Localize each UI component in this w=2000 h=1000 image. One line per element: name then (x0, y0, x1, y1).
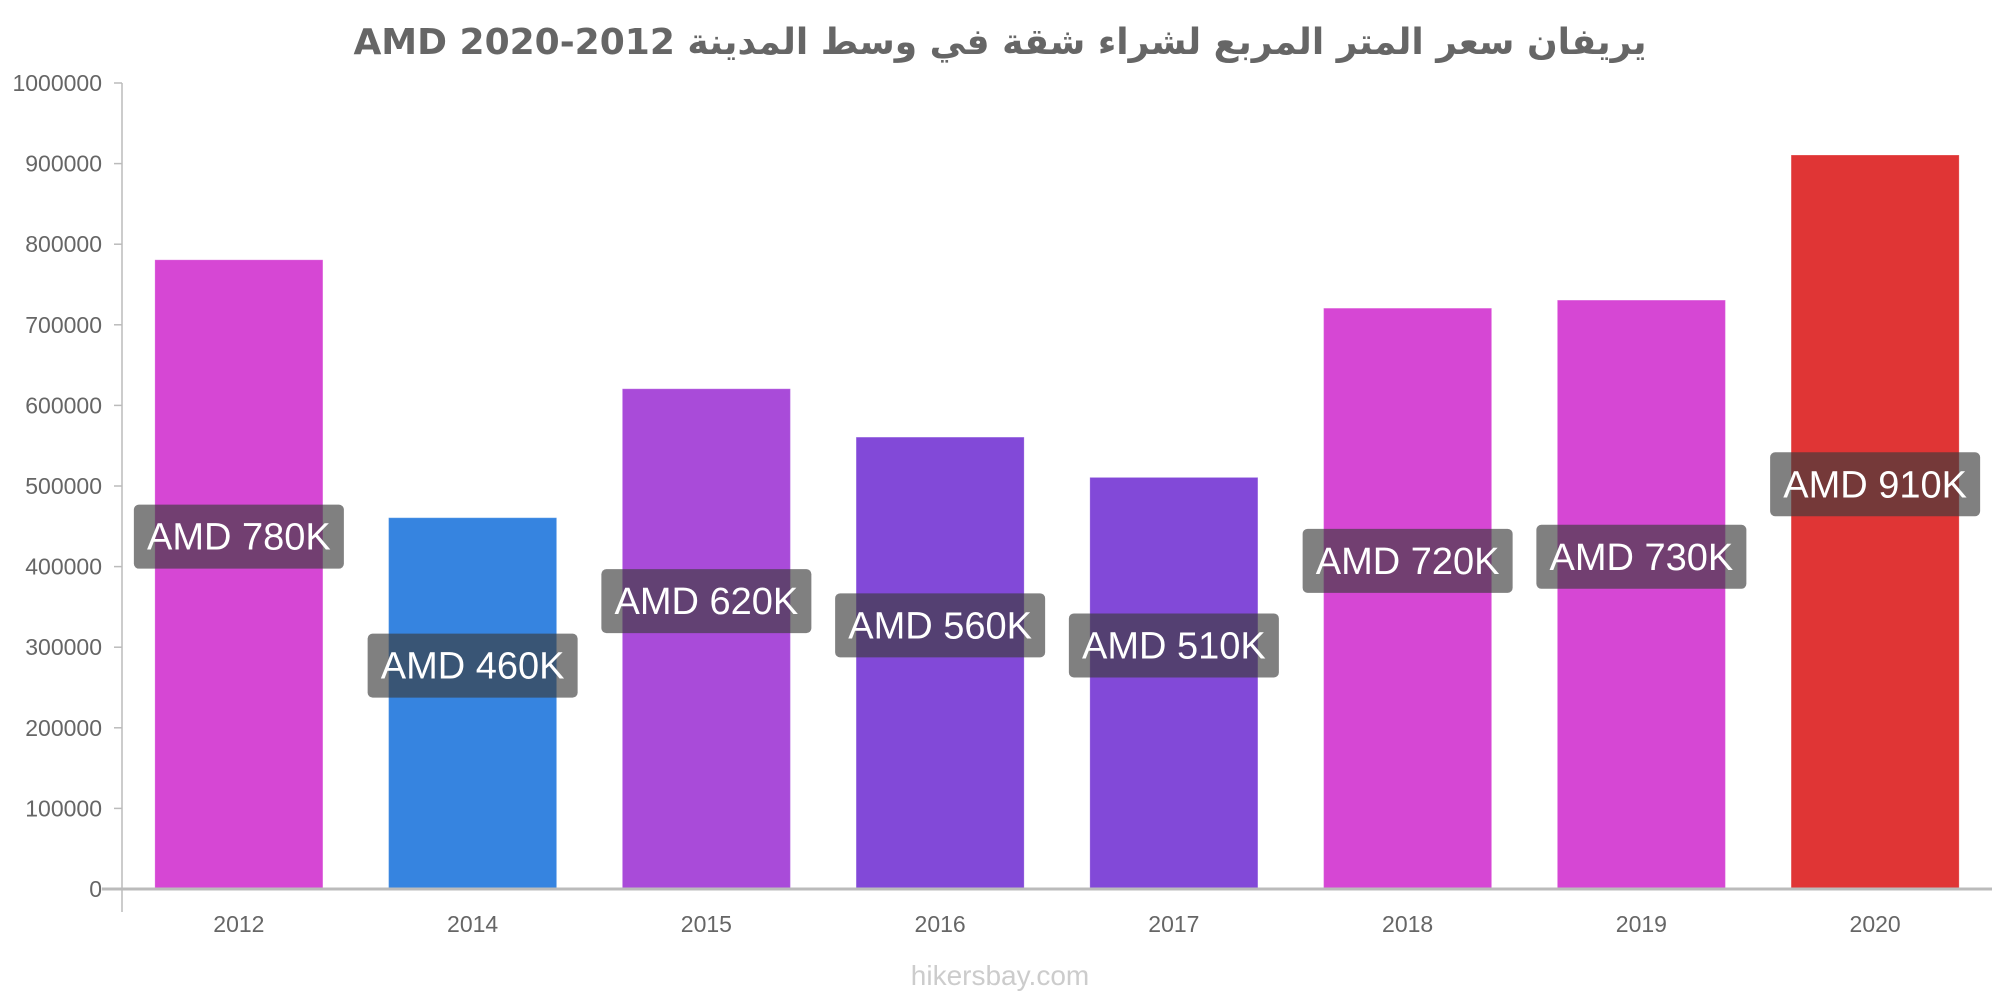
y-tick-label: 400000 (25, 554, 102, 580)
data-label-text: AMD 460K (381, 646, 565, 688)
data-label-box (835, 593, 1046, 658)
data-label-2015: AMD 620K (601, 569, 812, 634)
data-label-text: AMD 560K (848, 605, 1032, 647)
data-label-2016: AMD 560K (835, 593, 1046, 658)
data-label-box (601, 569, 812, 634)
data-label-box (367, 633, 578, 698)
y-tick-label: 900000 (25, 151, 102, 177)
y-tick-label: 200000 (25, 715, 102, 741)
y-axis: 0 100000 200000 300000 400000 500000 600000 700… (12, 70, 123, 912)
y-tick-label: 700000 (25, 312, 102, 338)
data-label-2018: AMD 720K (1302, 528, 1513, 593)
bar-2016 (856, 437, 1025, 890)
x-tick-label: 2016 (915, 911, 966, 937)
data-label-text: AMD 780K (147, 517, 331, 559)
bar-2020 (1791, 155, 1960, 890)
data-label-text: AMD 510K (1082, 625, 1266, 667)
data-label-box (133, 504, 344, 569)
data-label-box (1536, 524, 1747, 589)
x-tick-label: 2018 (1382, 911, 1433, 937)
data-label-2019: AMD 730K (1536, 524, 1747, 589)
bar-2018 (1323, 308, 1492, 890)
y-tick-label: 800000 (25, 231, 102, 257)
data-label-text: AMD 720K (1316, 541, 1500, 583)
y-tick-label: 100000 (25, 795, 102, 821)
x-tick-label: 2012 (213, 911, 264, 937)
y-tick-label: 600000 (25, 392, 102, 418)
data-label-text: AMD 620K (615, 581, 799, 623)
x-tick-label: 2020 (1850, 911, 1901, 937)
data-label-text: AMD 910K (1783, 464, 1967, 506)
bar-2014 (388, 517, 557, 890)
chart-title: يريفان سعر المتر المربع لشراء شقة في وسط… (353, 22, 1646, 63)
y-tick-label: 500000 (25, 473, 102, 499)
bar-2015 (622, 388, 791, 890)
bar-2017 (1089, 477, 1258, 890)
data-labels: AMD 780K AMD 460K AMD 620K AMD 560K AMD 510K… (133, 452, 1981, 698)
data-label-box (1068, 613, 1279, 678)
x-tick-label: 2019 (1616, 911, 1667, 937)
x-tick-label: 2017 (1148, 911, 1199, 937)
data-label-2020: AMD 910K (1770, 452, 1981, 517)
y-tick-label: 0 (89, 876, 102, 902)
bars (154, 155, 1960, 890)
bar-2019 (1557, 300, 1726, 890)
watermark: hikersbay.com (911, 960, 1089, 991)
y-tick-label: 1000000 (12, 70, 102, 96)
data-label-box (1770, 452, 1981, 517)
x-tick-label: 2014 (447, 911, 498, 937)
data-label-2014: AMD 460K (367, 633, 578, 698)
data-label-box (1302, 528, 1513, 593)
x-axis: 2012 2014 2015 2016 2017 2018 2019 2020 (102, 887, 1992, 937)
x-tick-label: 2015 (681, 911, 732, 937)
data-label-2017: AMD 510K (1068, 613, 1279, 678)
data-label-2012: AMD 780K (133, 504, 344, 569)
y-tick-label: 300000 (25, 634, 102, 660)
data-label-text: AMD 730K (1550, 537, 1734, 579)
bar-2012 (154, 259, 323, 890)
